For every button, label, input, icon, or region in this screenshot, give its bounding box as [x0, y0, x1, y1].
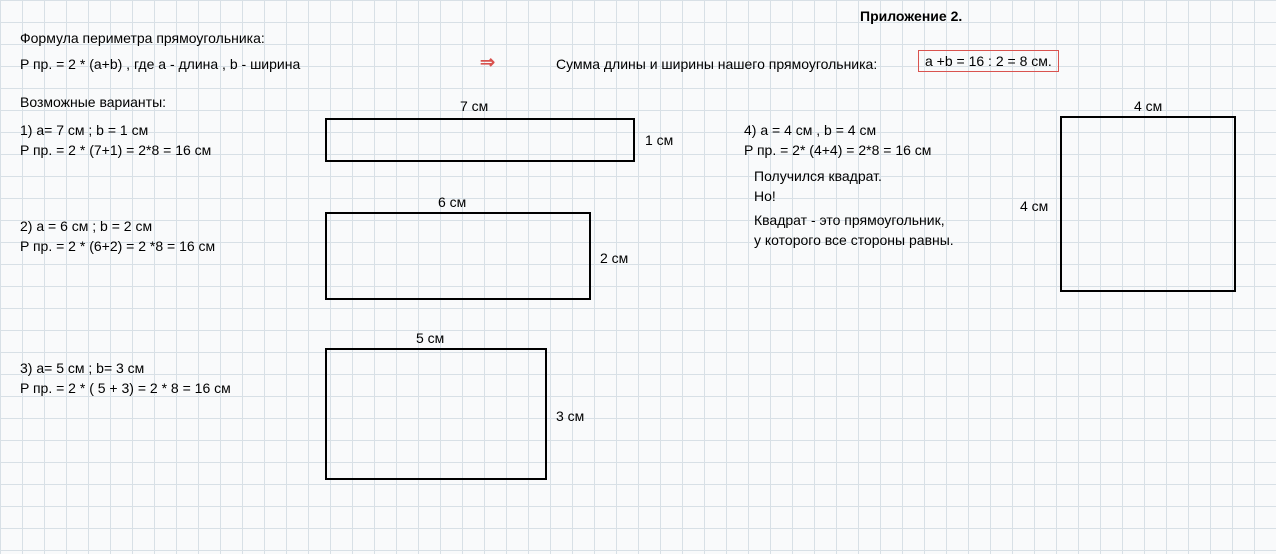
arrow-icon: ⇒ — [480, 52, 495, 73]
v4-line1: 4) a = 4 см , b = 4 см — [744, 122, 876, 138]
sum-label: Сумма длины и ширины нашего прямоугольни… — [556, 56, 877, 72]
variants-label: Возможные варианты: — [20, 94, 166, 110]
r2-top-label: 6 см — [438, 194, 466, 210]
r1-right-label: 1 см — [645, 132, 673, 148]
v3-line1: 3) a= 5 см ; b= 3 см — [20, 360, 144, 376]
rect-5x3 — [325, 348, 547, 480]
r1-top-label: 7 см — [460, 98, 488, 114]
appendix-title: Приложение 2. — [860, 8, 962, 24]
v2-line1: 2) a = 6 см ; b = 2 см — [20, 218, 152, 234]
rect-4x4 — [1060, 116, 1236, 292]
formula-expr: P пр. = 2 * (a+b) , где a - длина , b - … — [20, 56, 300, 72]
v1-line1: 1) a= 7 см ; b = 1 см — [20, 122, 148, 138]
rect-7x1 — [325, 118, 635, 162]
formula-label: Формула периметра прямоугольника: — [20, 30, 265, 46]
v4-line2: P пр. = 2* (4+4) = 2*8 = 16 см — [744, 142, 931, 158]
r2-right-label: 2 см — [600, 250, 628, 266]
v4-line4: Но! — [754, 188, 776, 204]
v4-line6: у которого все стороны равны. — [754, 232, 954, 248]
r4-top-label: 4 см — [1134, 98, 1162, 114]
sum-result-box: a +b = 16 : 2 = 8 см. — [918, 50, 1059, 72]
v4-line5: Квадрат - это прямоугольник, — [754, 212, 945, 228]
v4-line3: Получился квадрат. — [754, 168, 882, 184]
r3-top-label: 5 см — [416, 330, 444, 346]
rect-6x2 — [325, 212, 591, 300]
r4-left-label: 4 см — [1020, 198, 1048, 214]
v3-line2: P пр. = 2 * ( 5 + 3) = 2 * 8 = 16 см — [20, 380, 231, 396]
v2-line2: P пр. = 2 * (6+2) = 2 *8 = 16 см — [20, 238, 215, 254]
r3-right-label: 3 см — [556, 408, 584, 424]
v1-line2: P пр. = 2 * (7+1) = 2*8 = 16 см — [20, 142, 211, 158]
sum-result-text: a +b = 16 : 2 = 8 см. — [925, 53, 1052, 69]
